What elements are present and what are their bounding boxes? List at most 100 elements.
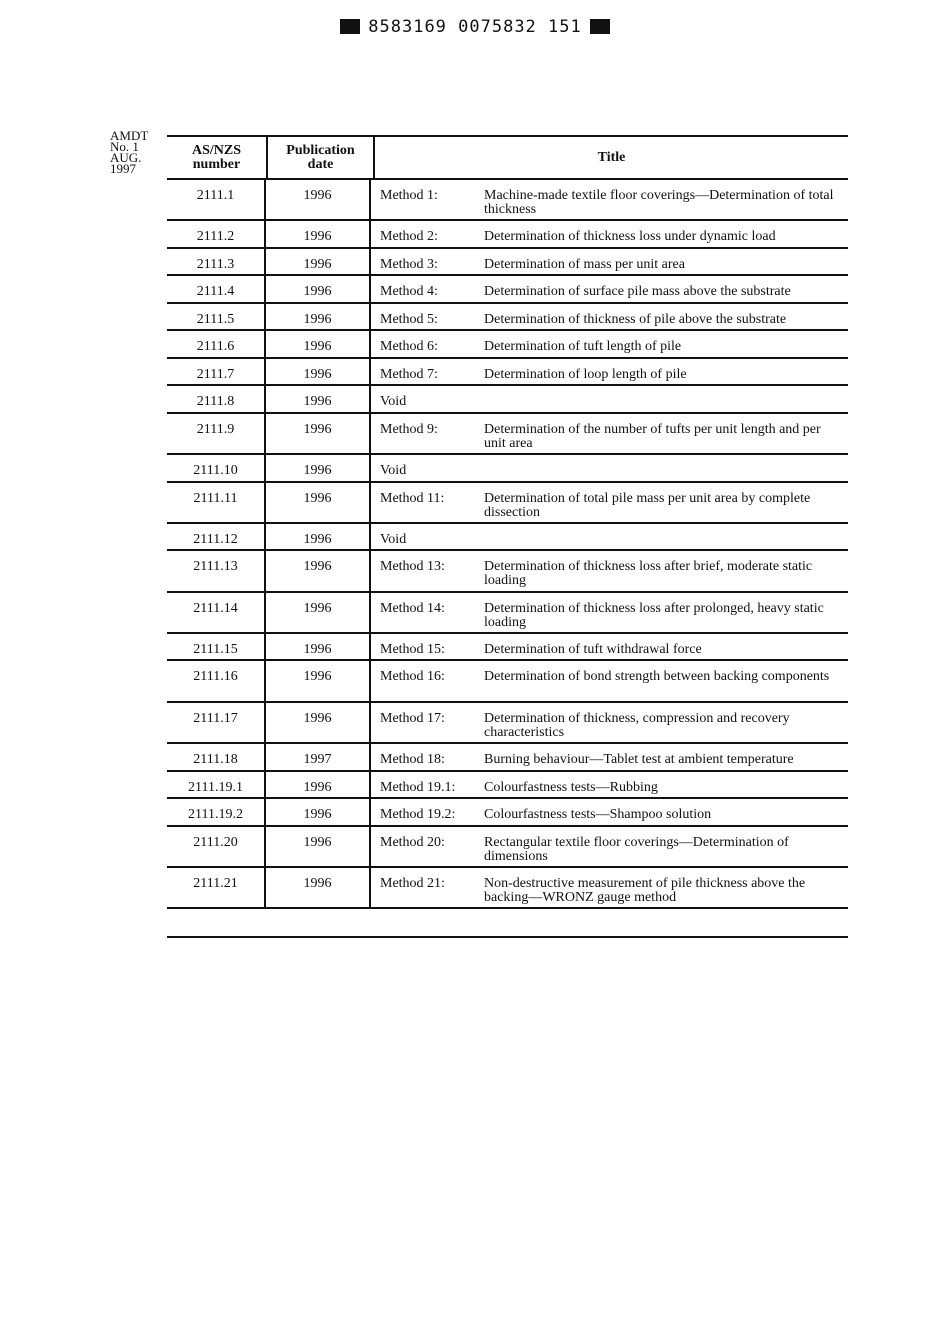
cell-title-text: [484, 395, 848, 412]
amendment-label: AMDT: [110, 128, 149, 143]
cell-method: Method 21:: [380, 875, 445, 891]
table-top-rule: [167, 135, 848, 137]
cell-method: Void: [380, 394, 407, 410]
table-row: 2111.7 1996 Method 7: Determination of loop…: [167, 358, 848, 387]
cell-method: Method 16:: [380, 669, 445, 685]
cell-date: 1996: [266, 592, 371, 632]
cell-date: 1996: [266, 358, 371, 385]
cell-title-text: Burning behaviour—Tablet test at ambient…: [484, 752, 794, 768]
cell-date: 1996: [266, 867, 371, 908]
cell-number: 2111.20: [167, 826, 266, 866]
table-row: 2111.18 1997 Method 18: Burning behaviour—T…: [167, 744, 848, 772]
cell-method: Void: [380, 463, 407, 479]
document-code: 8583169 0075832 151: [368, 17, 582, 37]
cell-title-text: Determination of total pile mass per uni…: [484, 490, 811, 520]
cell-number: 2111.7: [167, 358, 266, 385]
table-row: 2111.16 1996 Method 16: Determination of bo…: [167, 661, 848, 703]
cell-number: 2111.6: [167, 331, 266, 357]
cell-date: 1996: [266, 413, 371, 454]
cell-date: 1996: [266, 180, 371, 220]
cell-method: Method 19.2:: [380, 807, 456, 823]
amendment-month: AUG.: [110, 150, 142, 165]
bottom-rule: [167, 936, 848, 938]
cell-title: Method 16: Determination of bond strength…: [371, 661, 848, 700]
cell-date: 1996: [266, 523, 371, 550]
cell-date: 1996: [266, 702, 371, 743]
cell-method: Method 2:: [380, 229, 438, 245]
cell-date: 1996: [266, 482, 371, 522]
cell-title: Method 15: Determination of tuft withdraw…: [371, 634, 848, 660]
cell-number: 2111.14: [167, 592, 266, 632]
header-date: Publication date: [268, 137, 375, 178]
header-title: Title: [375, 137, 848, 178]
cell-title: Method 14: Determination of thickness los…: [371, 593, 848, 632]
cell-date: 1996: [266, 386, 371, 412]
cell-number: 2111.19.2: [167, 799, 266, 825]
table-row: 2111.4 1996 Method 4: Determination of surf…: [167, 276, 848, 304]
table-row: 2111.13 1996 Method 13: Determination of th…: [167, 551, 848, 593]
cell-method: Method 14:: [380, 600, 445, 616]
cell-method: Method 5:: [380, 311, 438, 327]
table-row: 2111.15 1996 Method 15: Determination of tu…: [167, 633, 848, 662]
cell-date: 1996: [266, 303, 371, 330]
cell-title: Method 5: Determination of thickness of p…: [371, 304, 848, 330]
cell-number: 2111.9: [167, 413, 266, 454]
cell-title-text: Determination of surface pile mass above…: [484, 284, 791, 300]
cell-number: 2111.1: [167, 180, 266, 220]
table-row: 2111.1 1996 Method 1: Machine-made textile …: [167, 180, 848, 222]
cell-number: 2111.15: [167, 633, 266, 660]
cell-method: Method 18:: [380, 752, 445, 768]
cell-title-text: Colourfastness tests—Rubbing: [484, 779, 658, 795]
header-text: date: [307, 156, 334, 172]
cell-date: 1996: [266, 633, 371, 660]
cell-title: Method 3: Determination of mass per unit …: [371, 249, 848, 275]
header-text: Title: [597, 149, 626, 165]
header-text: AS/NZS: [191, 142, 242, 158]
cell-title-text: Determination of thickness loss under dy…: [484, 229, 776, 245]
cell-title: Method 7: Determination of loop length of…: [371, 359, 848, 385]
table-row: 2111.12 1996 Void: [167, 523, 848, 552]
amendment-note: AMDT No. 1 AUG. 1997: [110, 128, 149, 176]
cell-date: 1997: [266, 744, 371, 770]
table-row: 2111.9 1996 Method 9: Determination of the …: [167, 413, 848, 456]
cell-title-text: [484, 464, 848, 481]
cell-title: Method 19.1: Colourfastness tests—Rubbing: [371, 772, 848, 798]
cell-number: 2111.10: [167, 455, 266, 481]
cell-title: Method 21: Non-destructive measurement of…: [371, 868, 848, 907]
cell-title-text: Determination of tuft length of pile: [484, 339, 682, 355]
cell-title-text: Determination of bond strength between b…: [484, 669, 830, 685]
cell-method: Method 20:: [380, 834, 445, 850]
cell-date: 1996: [266, 221, 371, 247]
table-body: 2111.1 1996 Method 1: Machine-made textile …: [167, 180, 848, 910]
table-row: 2111.19.2 1996 Method 19.2: Colourfastness …: [167, 799, 848, 827]
table-row: 2111.2 1996 Method 2: Determination of thic…: [167, 221, 848, 249]
cell-method: Method 17:: [380, 710, 445, 726]
cell-title: Void: [371, 455, 848, 481]
table-row: 2111.21 1996 Method 21: Non-destructive mea…: [167, 867, 848, 910]
table-row: 2111.20 1996 Method 20: Rectangular textile…: [167, 826, 848, 868]
cell-title: Method 17: Determination of thickness, co…: [371, 703, 848, 742]
table-row: 2111.14 1996 Method 14: Determination of th…: [167, 592, 848, 634]
table-row: 2111.17 1996 Method 17: Determination of th…: [167, 702, 848, 745]
amendment-year: 1997: [110, 161, 136, 176]
black-block-mark: [340, 19, 361, 34]
cell-number: 2111.11: [167, 482, 266, 522]
cell-number: 2111.2: [167, 221, 266, 247]
cell-title-text: Rectangular textile floor coverings—Dete…: [484, 834, 789, 864]
cell-number: 2111.19.1: [167, 771, 266, 798]
cell-date: 1996: [266, 248, 371, 275]
cell-title-text: Colourfastness tests—Shampoo solution: [484, 807, 712, 823]
amendment-number: No. 1: [110, 139, 139, 154]
cell-title-text: Determination of thickness loss after br…: [484, 559, 813, 589]
cell-date: 1996: [266, 826, 371, 866]
table-row: 2111.11 1996 Method 11: Determination of to…: [167, 482, 848, 524]
cell-number: 2111.3: [167, 248, 266, 275]
cell-method: Void: [380, 531, 407, 547]
cell-number: 2111.21: [167, 867, 266, 908]
cell-method: Method 13:: [380, 559, 445, 575]
cell-date: 1996: [266, 331, 371, 357]
cell-number: 2111.4: [167, 276, 266, 302]
cell-number: 2111.13: [167, 551, 266, 591]
cell-title-text: Machine-made textile floor coverings—Det…: [484, 188, 834, 217]
cell-title: Method 6: Determination of tuft length of…: [371, 331, 848, 357]
